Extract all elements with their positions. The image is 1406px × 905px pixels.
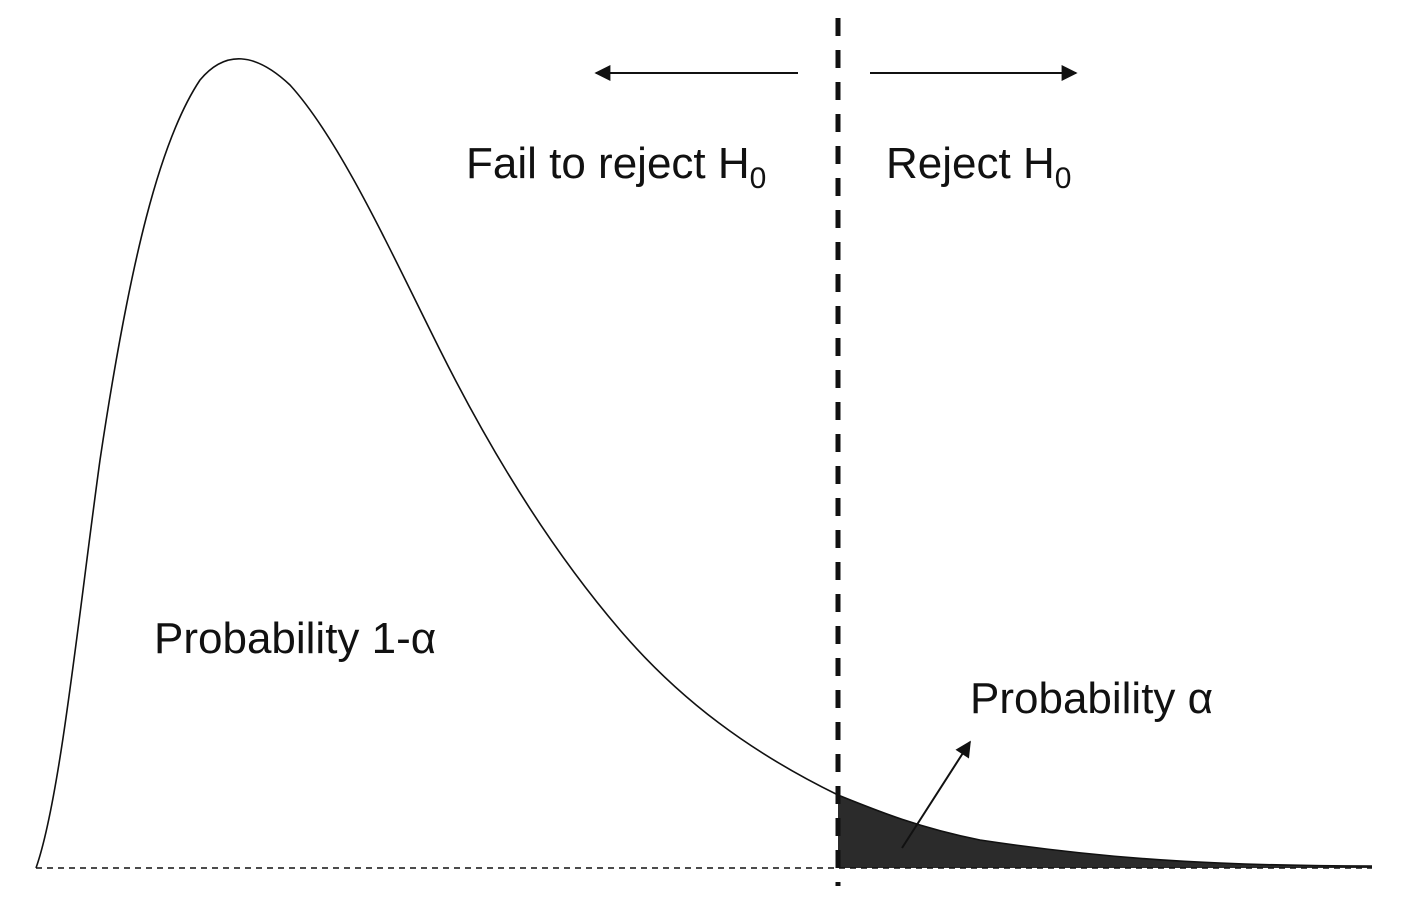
rejection-region-fill [838, 795, 1372, 868]
reject-subscript: 0 [1055, 162, 1072, 195]
reject-text: Reject H [886, 139, 1055, 188]
alpha-pointer-arrow [901, 740, 971, 849]
reject-label: Reject H0 [886, 139, 1071, 195]
fail-to-reject-label: Fail to reject H0 [466, 139, 766, 195]
probability-one-minus-alpha-label: Probability 1-α [154, 614, 436, 663]
probability-alpha-label: Probability α [970, 674, 1213, 723]
fail-to-reject-text: Fail to reject H [466, 139, 750, 188]
distribution-curve [35, 58, 1373, 869]
fail-to-reject-subscript: 0 [750, 162, 767, 195]
